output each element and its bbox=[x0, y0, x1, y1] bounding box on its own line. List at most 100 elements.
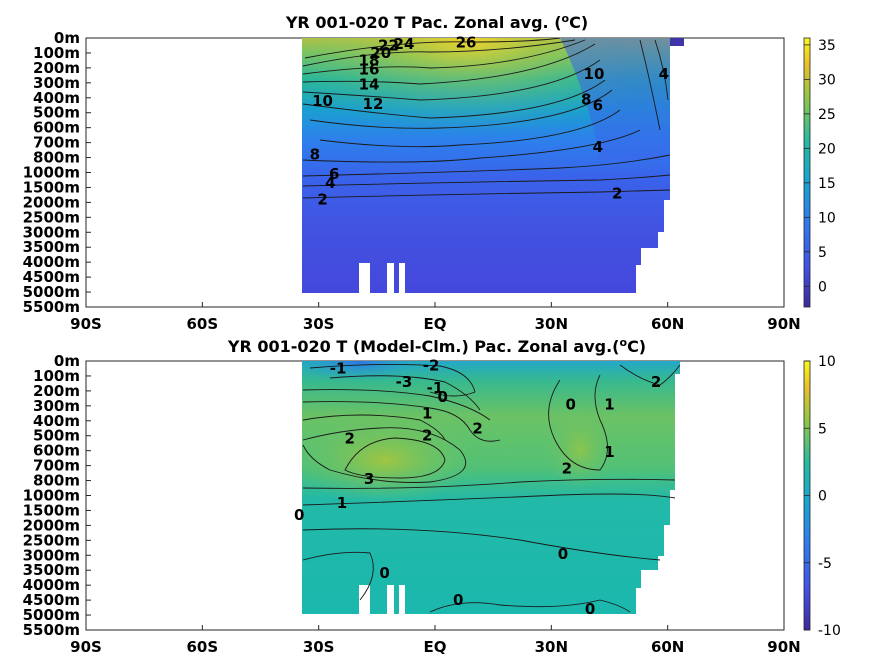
contour-label: 2 bbox=[562, 460, 572, 478]
contour-label: -1 bbox=[330, 359, 347, 377]
y-tick-label: 600m bbox=[33, 119, 80, 137]
y-tick-label: 5500m bbox=[23, 621, 80, 639]
y-tick-label: 3000m bbox=[23, 546, 80, 564]
x-tick-label: 90N bbox=[767, 315, 800, 333]
contour-label: 1 bbox=[422, 404, 432, 422]
x-axis-1: 90S 60S 30S EQ 30N 60N 90N bbox=[70, 302, 801, 333]
contour-label: 16 bbox=[359, 60, 380, 78]
y-tick-label: 3000m bbox=[23, 223, 80, 241]
contour-label: 3 bbox=[364, 470, 374, 488]
colorbar-tick-label: 0 bbox=[818, 279, 827, 295]
colorbar-tick-label: 0 bbox=[818, 489, 827, 505]
panel-anomaly: YR 001-020 T (Model-Clm.) Pac. Zonal avg… bbox=[23, 336, 841, 656]
y-tick-label: 100m bbox=[33, 44, 80, 62]
colorbar-tick-label: 5 bbox=[818, 245, 827, 261]
y-tick-label: 4500m bbox=[23, 591, 80, 609]
y-tick-label: 800m bbox=[33, 472, 80, 490]
contour-label: 26 bbox=[456, 33, 477, 51]
contour-label: 0 bbox=[294, 506, 304, 524]
y-tick-label: 1000m bbox=[23, 487, 80, 505]
contour-label: 2 bbox=[422, 427, 432, 445]
contour-label: 6 bbox=[329, 165, 339, 183]
x-tick-label: EQ bbox=[424, 315, 447, 333]
contour-lines-2 bbox=[302, 363, 681, 613]
x-tick-label: 30S bbox=[303, 315, 335, 333]
y-tick-label: 5000m bbox=[23, 606, 80, 624]
y-tick-label: 600m bbox=[33, 442, 80, 460]
x-tick-label: 90N bbox=[767, 638, 800, 656]
x-tick-label: 60N bbox=[651, 315, 684, 333]
colorbar-tick-label: 20 bbox=[818, 141, 836, 157]
y-axis-1: 0m100m200m300m400m500m600m700m800m1000m1… bbox=[23, 29, 91, 316]
contour-label: 2 bbox=[472, 419, 482, 437]
contour-label: 0 bbox=[438, 388, 448, 406]
contour-label: 0 bbox=[558, 545, 568, 563]
y-tick-label: 1500m bbox=[23, 501, 80, 519]
contour-label: 24 bbox=[394, 35, 415, 53]
contour-label: 4 bbox=[325, 174, 335, 192]
x-tick-label: 60S bbox=[186, 315, 218, 333]
contour-label: 14 bbox=[359, 75, 380, 93]
panel2-title: YR 001-020 T (Model-Clm.) Pac. Zonal avg… bbox=[227, 336, 646, 356]
y-tick-label: 4000m bbox=[23, 576, 80, 594]
colorbar-tick-label: -5 bbox=[818, 556, 832, 572]
contour-label: 1 bbox=[604, 443, 614, 461]
y-tick-label: 700m bbox=[33, 134, 80, 152]
colorbar-tick-label: 30 bbox=[818, 72, 836, 88]
contour-label: 4 bbox=[659, 65, 669, 83]
colorbar-tick-label: 10 bbox=[818, 354, 836, 370]
y-tick-label: 5000m bbox=[23, 283, 80, 301]
x-tick-label: 30N bbox=[535, 638, 568, 656]
x-tick-label: 90S bbox=[70, 638, 102, 656]
data-field-1 bbox=[302, 38, 684, 294]
y-tick-label: 1000m bbox=[23, 164, 80, 182]
y-tick-label: 2500m bbox=[23, 531, 80, 549]
y-tick-label: 400m bbox=[33, 89, 80, 107]
y-tick-label: 800m bbox=[33, 149, 80, 167]
y-tick-label: 2000m bbox=[23, 516, 80, 534]
contour-label: -1 bbox=[427, 379, 444, 397]
x-tick-label: 90S bbox=[70, 315, 102, 333]
y-tick-label: 300m bbox=[33, 74, 80, 92]
y-tick-label: 300m bbox=[33, 397, 80, 415]
y-tick-label: 200m bbox=[33, 382, 80, 400]
y-tick-label: 100m bbox=[33, 367, 80, 385]
contour-label: 10 bbox=[312, 92, 333, 110]
x-tick-label: 60S bbox=[186, 638, 218, 656]
contour-label: 20 bbox=[370, 44, 391, 62]
contour-label: 0 bbox=[585, 600, 595, 618]
contour-label: 1 bbox=[604, 395, 614, 413]
x-tick-label: 30S bbox=[303, 638, 335, 656]
x-axis-2: 90S 60S 30S EQ 30N 60N 90N bbox=[70, 625, 801, 656]
y-tick-label: 400m bbox=[33, 412, 80, 430]
x-tick-label: EQ bbox=[424, 638, 447, 656]
colorbar-ticks-2: 10 5 0 -5 -10 bbox=[804, 354, 841, 639]
contour-lines-1 bbox=[302, 37, 671, 199]
colorbar-ticks-1: 35 30 25 20 15 10 5 0 bbox=[804, 38, 836, 295]
y-tick-label: 5500m bbox=[23, 298, 80, 316]
y-tick-label: 500m bbox=[33, 427, 80, 445]
contour-label: 8 bbox=[310, 146, 320, 164]
y-tick-label: 2500m bbox=[23, 208, 80, 226]
x-tick-label: 60N bbox=[651, 638, 684, 656]
contour-label: 4 bbox=[593, 138, 603, 156]
y-tick-label: 3500m bbox=[23, 238, 80, 256]
contour-label: 18 bbox=[359, 51, 380, 69]
contour-label: 6 bbox=[593, 96, 603, 114]
contour-label: -2 bbox=[423, 356, 440, 374]
contour-label: 2 bbox=[344, 430, 354, 448]
y-tick-label: 3500m bbox=[23, 561, 80, 579]
y-tick-label: 200m bbox=[33, 59, 80, 77]
x-tick-label: 30N bbox=[535, 315, 568, 333]
contour-label: 22 bbox=[378, 36, 399, 54]
colorbar-tick-label: 10 bbox=[818, 210, 836, 226]
y-tick-label: 1500m bbox=[23, 178, 80, 196]
y-tick-label: 0m bbox=[54, 29, 80, 47]
contour-label: 2 bbox=[317, 190, 327, 208]
contour-label: 1 bbox=[337, 494, 347, 512]
colorbar-tick-label: 35 bbox=[818, 38, 836, 54]
colorbar-tick-label: 15 bbox=[818, 176, 836, 192]
